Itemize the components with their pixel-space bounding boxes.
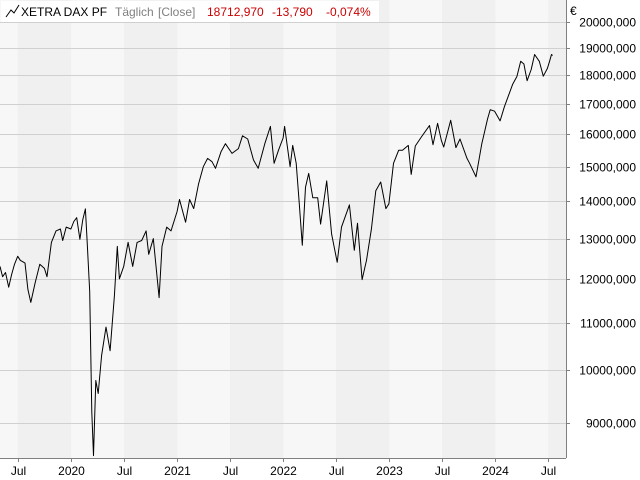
y-tick-label: 18000,000 — [579, 69, 636, 83]
y-tick-label: 19000,000 — [579, 42, 636, 56]
chart-header: XETRA DAX PF Täglich [Close] 18712,970 -… — [1, 1, 379, 22]
x-axis-ticks: Jul 2020 Jul 2021 Jul 2022 Jul 2023 Jul 2024 Jul — [11, 458, 556, 478]
price-change: -13,790 — [272, 5, 313, 19]
y-tick-label: 14000,000 — [579, 195, 636, 209]
y-tick-label: 9000,000 — [586, 417, 636, 431]
x-tick-label: 2023 — [376, 464, 403, 478]
header-background — [1, 1, 379, 22]
y-tick-label: 17000,000 — [579, 98, 636, 112]
time-band — [230, 0, 284, 458]
x-tick-label: Jul — [435, 464, 450, 478]
y-tick-label: 15000,000 — [579, 161, 636, 175]
time-band — [335, 0, 390, 458]
currency-label: € — [570, 4, 577, 18]
time-band — [17, 0, 72, 458]
time-band — [548, 0, 566, 458]
price-line — [0, 54, 553, 457]
line-chart-icon — [5, 4, 20, 18]
x-tick-label: 2021 — [164, 464, 191, 478]
x-tick-label: Jul — [223, 464, 238, 478]
x-tick-label: Jul — [329, 464, 344, 478]
plot-area — [0, 0, 566, 458]
mode-label: [Close] — [158, 5, 195, 19]
header-text: XETRA DAX PF Täglich [Close] 18712,970 -… — [21, 5, 371, 19]
time-band — [441, 0, 496, 458]
price-change-percent: -0,074% — [326, 5, 371, 19]
x-tick-label: 2022 — [270, 464, 297, 478]
y-tick-label: 12000,000 — [579, 273, 636, 287]
x-tick-label: Jul — [541, 464, 556, 478]
time-bands — [17, 0, 566, 458]
y-tick-label: 20000,000 — [579, 16, 636, 30]
x-tick-label: Jul — [11, 464, 26, 478]
x-tick-label: 2024 — [482, 464, 509, 478]
x-tick-label: 2020 — [58, 464, 85, 478]
interval-label: Täglich — [115, 5, 154, 19]
y-tick-label: 16000,000 — [579, 128, 636, 142]
y-tick-label: 11000,000 — [580, 317, 636, 331]
last-price: 18712,970 — [207, 5, 264, 19]
y-tick-label: 10000,000 — [579, 364, 636, 378]
x-tick-label: Jul — [117, 464, 132, 478]
instrument-name: XETRA DAX PF — [21, 5, 107, 19]
y-tick-label: 13000,000 — [579, 233, 636, 247]
y-axis-ticks: 9000,000 10000,000 11000,000 12000,000 13000… — [566, 16, 636, 431]
